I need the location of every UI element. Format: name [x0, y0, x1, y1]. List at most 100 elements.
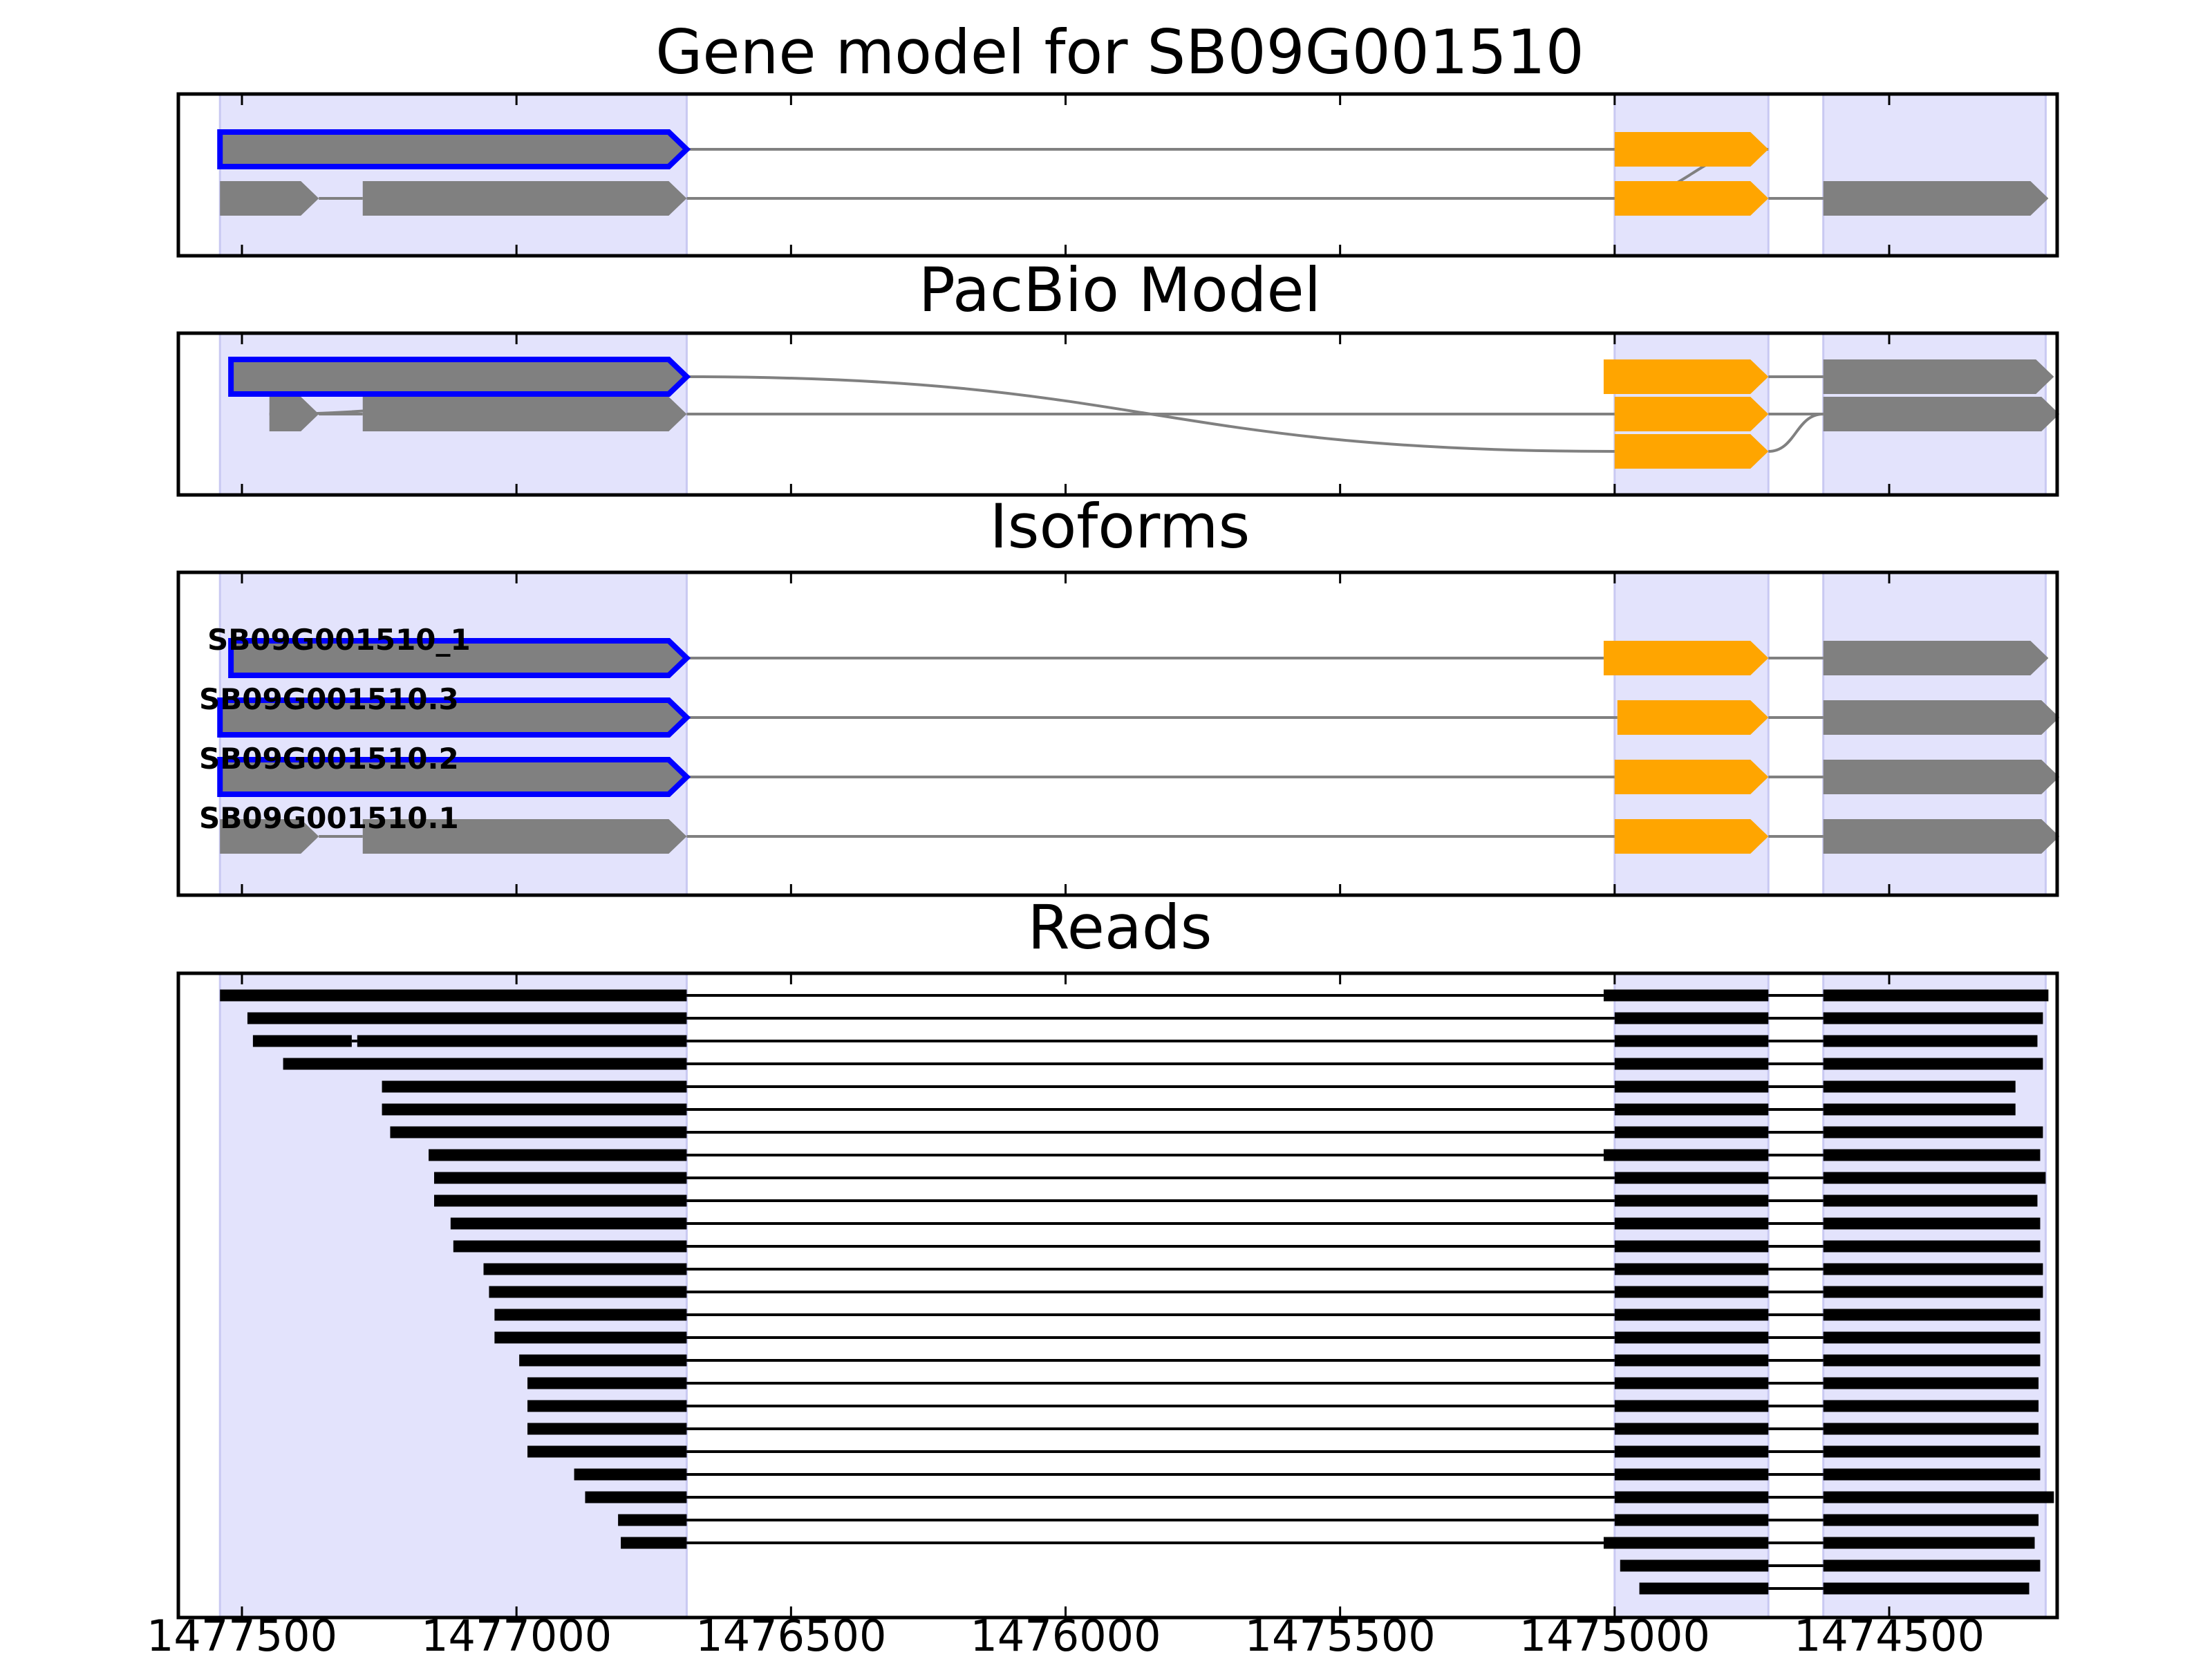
read-block-22-1 — [1614, 1491, 1769, 1503]
exon-0-1-3 — [1823, 181, 2049, 216]
read-block-20-1 — [1614, 1445, 1769, 1458]
read-block-13-2 — [1823, 1286, 2043, 1298]
title-gene-model: Gene model for SB09G001510 — [655, 17, 1584, 88]
read-block-15-2 — [1823, 1331, 2041, 1344]
exon-0-1-0 — [220, 181, 319, 216]
read-block-17-1 — [1614, 1377, 1769, 1389]
exon-1-1-1 — [362, 397, 687, 431]
read-block-22-2 — [1823, 1491, 2054, 1503]
read-block-3-2 — [1823, 1058, 2043, 1070]
read-block-25-0 — [1620, 1559, 1769, 1572]
read-block-0-1 — [1603, 989, 1769, 1002]
exon-2-2-2 — [1823, 760, 2060, 794]
x-tick-label: 1475500 — [1245, 1611, 1436, 1659]
exon-2-3-0 — [220, 819, 319, 854]
read-block-13-1 — [1614, 1286, 1769, 1298]
read-block-0-2 — [1823, 989, 2049, 1002]
read-block-16-1 — [1614, 1354, 1769, 1367]
exon-2-1-1 — [1617, 700, 1769, 735]
read-block-24-1 — [1603, 1537, 1769, 1549]
read-block-4-2 — [1823, 1080, 2016, 1093]
read-block-10-2 — [1823, 1217, 2041, 1230]
read-block-17-0 — [527, 1377, 687, 1389]
read-block-23-0 — [618, 1514, 687, 1526]
read-block-19-0 — [527, 1423, 687, 1435]
exons-layer — [217, 129, 2060, 1595]
cross-link-1-1 — [686, 375, 1615, 453]
read-block-9-0 — [434, 1194, 687, 1207]
exon-2-3-1 — [362, 819, 687, 854]
x-tick-label: 1477000 — [421, 1611, 612, 1659]
shaded-region-0-0 — [218, 93, 688, 257]
read-block-13-0 — [489, 1286, 687, 1298]
read-block-20-0 — [527, 1445, 687, 1458]
exon-2-3-3 — [1823, 819, 2060, 854]
frames-layer — [176, 92, 2059, 1620]
read-block-7-0 — [429, 1149, 687, 1161]
exon-1-0-2 — [1823, 359, 2054, 394]
x-tick-label: 1475000 — [1519, 1611, 1710, 1659]
x-tick-label: 1476000 — [970, 1611, 1161, 1659]
exon-2-3-2 — [1614, 819, 1769, 854]
read-block-26-0 — [1639, 1582, 1769, 1595]
read-block-19-1 — [1614, 1423, 1769, 1435]
read-block-5-2 — [1823, 1103, 2016, 1116]
read-block-23-1 — [1614, 1514, 1769, 1526]
read-block-5-1 — [1614, 1103, 1769, 1116]
read-block-11-0 — [453, 1240, 687, 1253]
shaded-region-0-2 — [1822, 93, 2047, 257]
read-block-25-1 — [1823, 1559, 2041, 1572]
read-block-3-0 — [283, 1058, 687, 1070]
read-block-6-0 — [390, 1126, 687, 1138]
read-block-12-0 — [483, 1263, 687, 1275]
title-pacbio-model: PacBio Model — [919, 254, 1321, 326]
read-block-22-0 — [585, 1491, 687, 1503]
read-block-24-2 — [1823, 1537, 2035, 1549]
read-block-2-2 — [1614, 1035, 1769, 1047]
read-block-1-1 — [1614, 1012, 1769, 1024]
read-block-24-0 — [621, 1537, 687, 1549]
read-block-6-1 — [1614, 1126, 1769, 1138]
read-block-14-1 — [1614, 1309, 1769, 1321]
exon-2-2-1 — [1614, 760, 1769, 794]
exon-1-1-0 — [269, 397, 319, 431]
read-block-20-2 — [1823, 1445, 2041, 1458]
exon-0-0-0 — [217, 129, 691, 169]
exon-1-1-3 — [1823, 397, 2060, 431]
read-block-21-0 — [574, 1468, 687, 1481]
read-block-5-0 — [382, 1103, 687, 1116]
read-block-9-1 — [1614, 1194, 1769, 1207]
isoform-label: SB09G001510.1 — [199, 801, 459, 835]
read-block-9-2 — [1823, 1194, 2038, 1207]
panel-frame-1 — [176, 331, 2059, 497]
read-block-17-2 — [1823, 1377, 2039, 1389]
panel-frame-2 — [176, 570, 2059, 897]
read-block-10-0 — [450, 1217, 687, 1230]
read-block-10-1 — [1614, 1217, 1769, 1230]
exon-0-1-1 — [362, 181, 687, 216]
x-tick-label: 1477500 — [147, 1611, 337, 1659]
title-isoforms: Isoforms — [990, 491, 1250, 562]
exon-2-1-0 — [217, 697, 691, 738]
exon-2-0-2 — [1823, 641, 2049, 675]
read-block-0-0 — [220, 989, 687, 1002]
x-tick-label: 1476500 — [695, 1611, 886, 1659]
exon-2-1-2 — [1823, 700, 2060, 735]
read-block-18-0 — [527, 1400, 687, 1412]
read-block-2-3 — [1823, 1035, 2038, 1047]
read-block-12-1 — [1614, 1263, 1769, 1275]
panel-frame-0 — [176, 92, 2059, 258]
isoform-label: SB09G001510.2 — [199, 742, 459, 776]
exon-2-0-0 — [228, 638, 691, 678]
isoform-label: SB09G001510.3 — [199, 682, 459, 716]
exon-1-2-0 — [1614, 434, 1769, 469]
read-block-21-2 — [1823, 1468, 2041, 1481]
read-block-6-2 — [1823, 1126, 2043, 1138]
exon-1-0-0 — [228, 357, 691, 397]
read-block-16-2 — [1823, 1354, 2041, 1367]
exon-1-0-1 — [1603, 359, 1769, 394]
cross-link-1-2 — [1768, 413, 1824, 453]
x-tick-label: 1474500 — [1794, 1611, 1985, 1659]
read-block-15-1 — [1614, 1331, 1769, 1344]
